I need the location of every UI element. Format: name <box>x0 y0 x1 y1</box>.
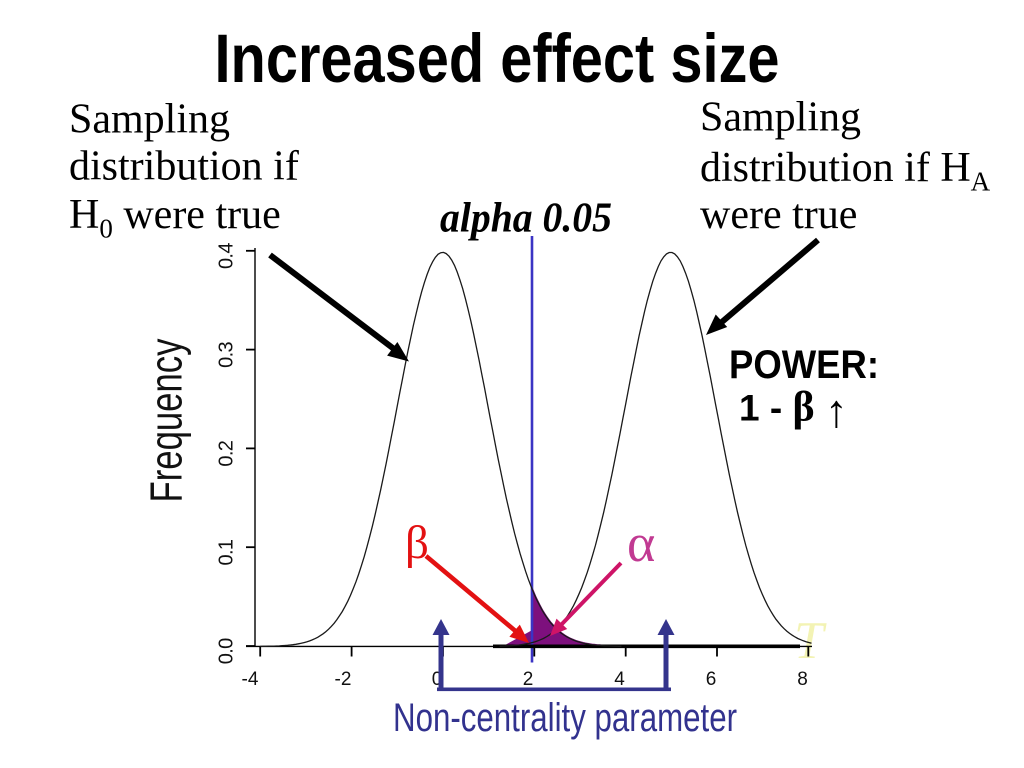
svg-text:α: α <box>627 513 655 573</box>
svg-text:Increased effect size: Increased effect size <box>215 20 780 97</box>
svg-text:Frequency: Frequency <box>141 338 192 502</box>
svg-text:Sampling: Sampling <box>69 97 230 143</box>
svg-text:1 - β ↑: 1 - β ↑ <box>739 385 848 437</box>
svg-text:Sampling: Sampling <box>700 95 861 141</box>
svg-text:T: T <box>794 612 827 670</box>
svg-text:0.4: 0.4 <box>216 243 238 269</box>
svg-text:0.1: 0.1 <box>216 539 238 566</box>
svg-text:4: 4 <box>614 669 625 690</box>
svg-text:2: 2 <box>523 669 534 690</box>
svg-text:distribution if HA: distribution if HA <box>700 145 991 197</box>
svg-text:8: 8 <box>797 669 808 690</box>
svg-text:-2: -2 <box>335 669 352 690</box>
svg-text:6: 6 <box>706 669 717 690</box>
svg-text:Non-centrality parameter: Non-centrality parameter <box>393 696 737 740</box>
svg-text:β: β <box>405 517 429 569</box>
svg-text:-4: -4 <box>242 669 259 690</box>
svg-text:POWER:: POWER: <box>729 343 879 387</box>
svg-text:0.0: 0.0 <box>216 638 238 665</box>
svg-text:H0 were true: H0 were true <box>69 192 281 244</box>
svg-text:0.2: 0.2 <box>216 440 238 467</box>
svg-text:distribution if: distribution if <box>69 144 299 190</box>
svg-text:0: 0 <box>432 669 443 690</box>
svg-text:were true: were true <box>700 192 857 238</box>
svg-text:alpha 0.05: alpha 0.05 <box>440 196 612 242</box>
svg-text:0.3: 0.3 <box>216 341 238 368</box>
